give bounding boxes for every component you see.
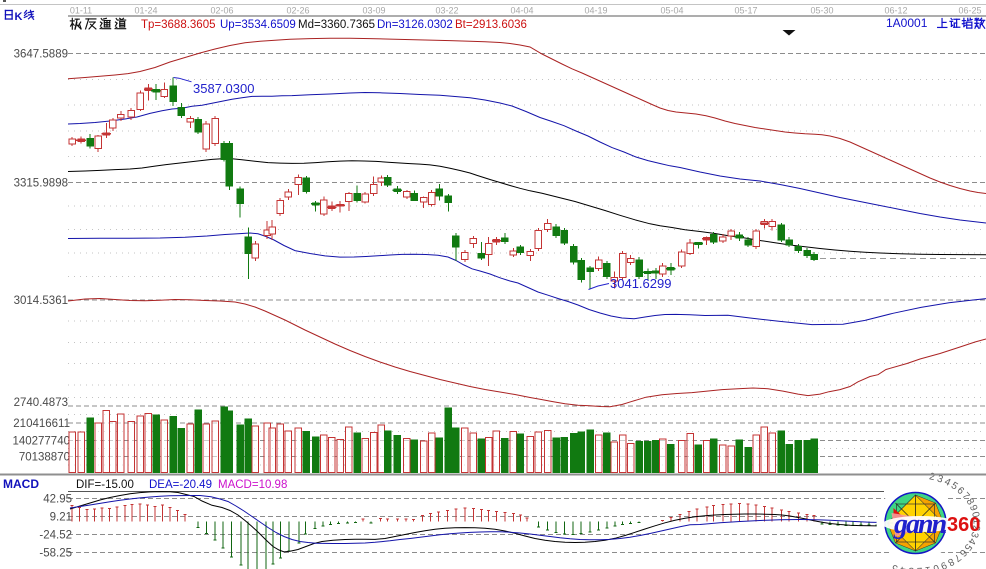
svg-text:3041.6299: 3041.6299 (610, 276, 671, 291)
svg-text:MACD: MACD (3, 477, 39, 491)
svg-text:5: 5 (890, 562, 899, 569)
svg-text:1A0001: 1A0001 (886, 16, 928, 30)
svg-text:9: 9 (939, 559, 949, 569)
svg-text:7: 7 (951, 551, 962, 563)
svg-text:0: 0 (969, 511, 981, 519)
svg-text:1: 1 (924, 564, 932, 569)
svg-text:4: 4 (942, 476, 952, 489)
svg-text:3014.5361: 3014.5361 (14, 295, 68, 307)
svg-text:3647.5889: 3647.5889 (14, 49, 68, 61)
svg-text:DEA=-20.49: DEA=-20.49 (149, 479, 212, 491)
svg-text:70138870: 70138870 (19, 451, 70, 463)
svg-text:360: 360 (947, 514, 980, 536)
svg-text:Dn=3126.0302: Dn=3126.0302 (377, 19, 453, 31)
svg-text:-24.52: -24.52 (39, 529, 72, 541)
svg-text:2: 2 (928, 471, 936, 483)
svg-text:6: 6 (955, 485, 967, 497)
svg-text:8: 8 (945, 555, 956, 568)
svg-text:Bt=2913.6036: Bt=2913.6036 (455, 19, 527, 31)
svg-text:4: 4 (899, 564, 907, 569)
svg-text:140277740: 140277740 (12, 435, 70, 447)
svg-text:05-04: 05-04 (660, 6, 683, 16)
svg-text:1: 1 (970, 518, 981, 525)
svg-text:3315.9898: 3315.9898 (14, 178, 68, 190)
svg-text:42.95: 42.95 (43, 494, 72, 506)
svg-text:02-06: 02-06 (210, 6, 233, 16)
svg-text:5: 5 (961, 541, 973, 552)
svg-text:9: 9 (967, 503, 979, 513)
svg-text:Tp=3688.3605: Tp=3688.3605 (141, 19, 216, 31)
svg-text:05-17: 05-17 (734, 6, 757, 16)
svg-text:02-26: 02-26 (286, 6, 309, 16)
svg-text:03-22: 03-22 (435, 6, 458, 16)
svg-text:01-11: 01-11 (70, 6, 92, 16)
svg-text:DIF=-15.00: DIF=-15.00 (76, 479, 134, 491)
svg-text:7: 7 (960, 490, 972, 502)
svg-text:06-12: 06-12 (884, 6, 907, 16)
svg-text:4: 4 (965, 536, 978, 546)
svg-text:K: K (15, 11, 23, 23)
svg-text:Md=3360.7365: Md=3360.7365 (298, 19, 375, 31)
svg-text:06-25: 06-25 (958, 6, 981, 16)
svg-text:05-30: 05-30 (810, 6, 833, 16)
svg-text:MACD=10.98: MACD=10.98 (218, 479, 287, 491)
svg-text:5: 5 (949, 480, 960, 492)
svg-text:Up=3534.6509: Up=3534.6509 (220, 19, 296, 31)
svg-text:04-19: 04-19 (584, 6, 607, 16)
svg-text:3: 3 (968, 530, 980, 539)
svg-text:2740.4873: 2740.4873 (14, 397, 68, 409)
svg-text:01-24: 01-24 (134, 6, 157, 16)
svg-text:3: 3 (935, 473, 944, 485)
svg-text:3587.0300: 3587.0300 (193, 81, 254, 96)
svg-text:03-09: 03-09 (362, 6, 385, 16)
svg-text:2: 2 (970, 525, 982, 532)
svg-text:0: 0 (931, 562, 940, 569)
svg-text:-58.25: -58.25 (39, 547, 72, 559)
svg-text:3: 3 (908, 565, 915, 569)
svg-text:2: 2 (916, 565, 923, 569)
svg-text:9.21: 9.21 (50, 512, 72, 524)
svg-text:210416611: 210416611 (13, 418, 70, 430)
svg-text:gann: gann (893, 509, 947, 540)
svg-text:04-04: 04-04 (510, 6, 533, 16)
svg-text:8: 8 (964, 497, 977, 508)
